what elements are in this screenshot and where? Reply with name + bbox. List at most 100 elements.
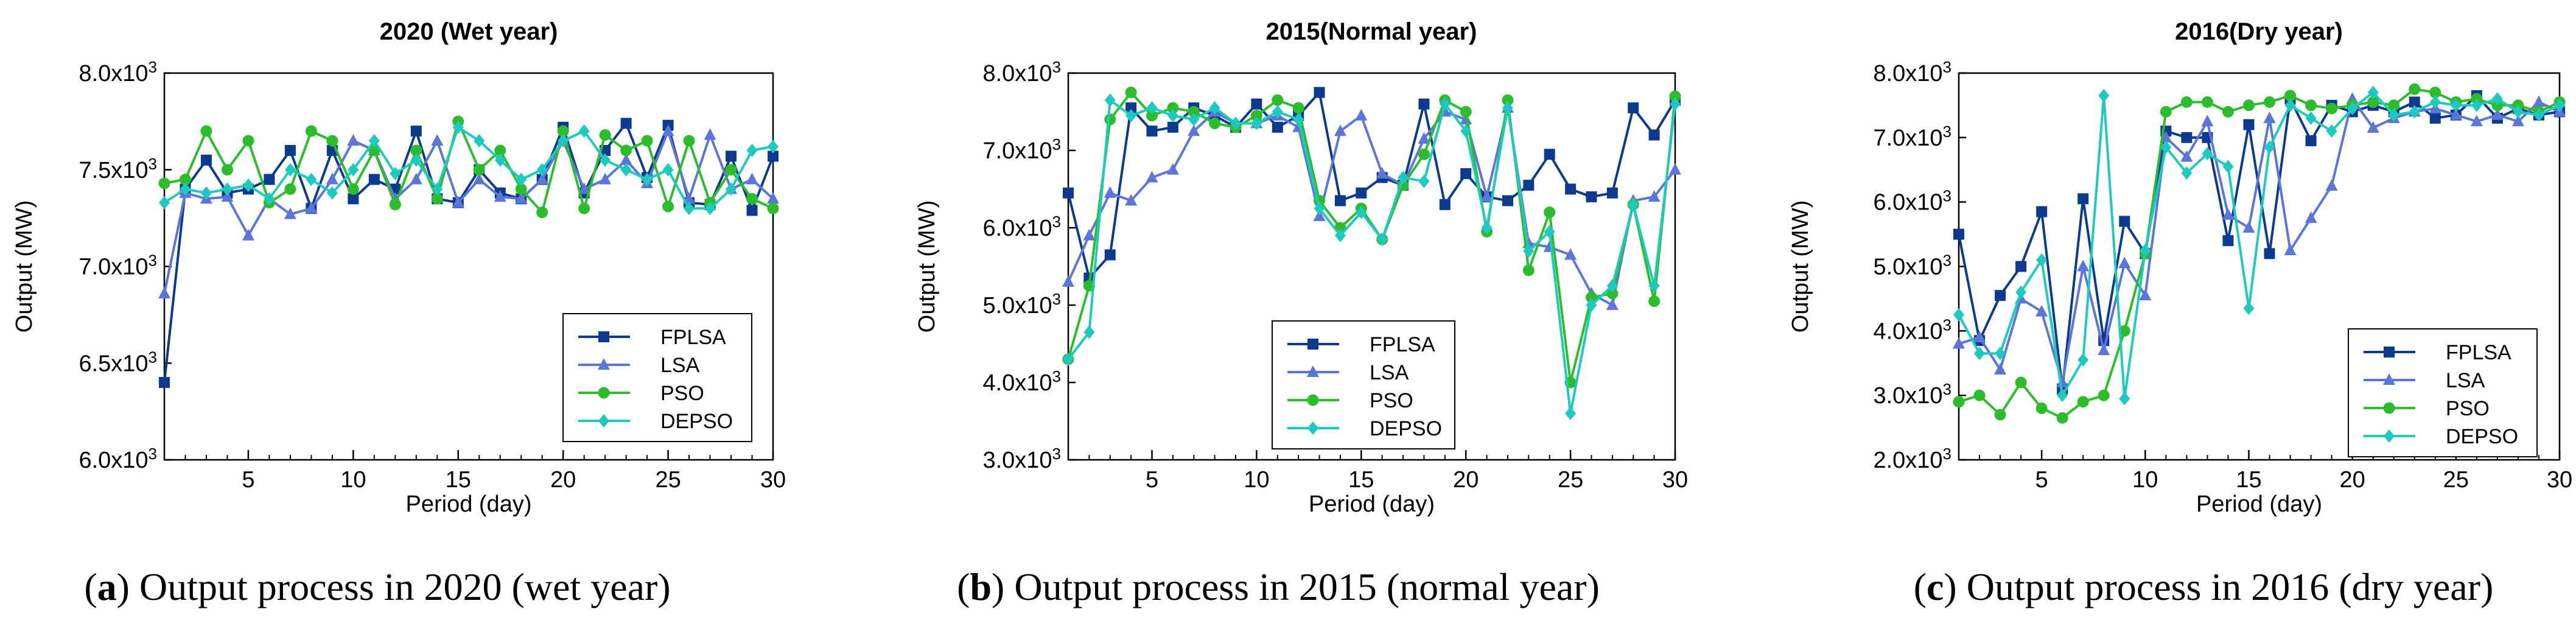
data-point xyxy=(662,124,674,136)
data-point xyxy=(684,202,695,216)
data-point xyxy=(284,183,296,195)
data-point xyxy=(2554,98,2565,112)
data-point xyxy=(2429,113,2441,124)
data-point xyxy=(1544,225,1555,239)
data-point xyxy=(1292,102,1304,114)
data-point xyxy=(1104,93,1116,107)
series-depso xyxy=(159,120,779,216)
data-point xyxy=(158,286,170,298)
data-point xyxy=(200,186,212,200)
data-point xyxy=(1480,190,1493,202)
data-point xyxy=(2222,106,2234,118)
x-tick-label: 15 xyxy=(2236,467,2261,493)
y-tick-label: 7.0x103 xyxy=(982,135,1061,164)
x-axis-label: Period (day) xyxy=(406,491,532,517)
data-point xyxy=(1250,110,1262,122)
data-point xyxy=(578,124,590,138)
caption-c: (c) Output process in 2016 (dry year) xyxy=(1914,565,2494,608)
data-point xyxy=(1502,195,1513,206)
data-point xyxy=(2057,389,2068,403)
legend-marker xyxy=(1307,421,1318,435)
data-point xyxy=(2264,140,2275,154)
data-point xyxy=(1460,124,1472,138)
data-point xyxy=(2119,392,2130,406)
y-axis-label: Output (MW) xyxy=(1788,200,1813,333)
data-point xyxy=(1565,406,1577,420)
data-point xyxy=(390,167,401,181)
data-point xyxy=(1648,295,1661,308)
series-line xyxy=(1067,91,1676,280)
data-point xyxy=(305,202,318,214)
data-point xyxy=(179,174,191,186)
data-point xyxy=(1355,108,1368,121)
data-point xyxy=(2222,160,2234,174)
data-point xyxy=(1995,347,2006,361)
data-point xyxy=(2305,211,2317,224)
x-tick-label: 10 xyxy=(340,467,366,493)
data-point xyxy=(2180,96,2193,108)
y-tick-label: 3.0x103 xyxy=(1873,380,1951,409)
data-point xyxy=(2326,124,2337,138)
data-point xyxy=(1251,98,1262,110)
data-point xyxy=(642,172,653,186)
y-axis-label: Output (MW) xyxy=(914,200,940,333)
data-point xyxy=(2201,96,2213,108)
data-point xyxy=(1953,337,1965,349)
data-point xyxy=(746,192,758,205)
legend-marker xyxy=(598,414,609,428)
data-point xyxy=(1209,118,1221,130)
y-tick-label: 5.0x103 xyxy=(982,290,1061,319)
data-point xyxy=(2201,114,2214,127)
data-point xyxy=(1439,97,1451,111)
data-point xyxy=(1063,352,1074,366)
data-point xyxy=(768,150,779,162)
x-tick-label: 25 xyxy=(1558,467,1583,493)
data-point xyxy=(620,163,632,177)
x-axis-label: Period (day) xyxy=(2196,491,2322,517)
data-point xyxy=(536,206,548,219)
data-point xyxy=(2015,285,2027,299)
data-point xyxy=(494,144,506,157)
x-axis-label: Period (day) xyxy=(1309,491,1435,517)
legend-label: PSO xyxy=(2446,397,2490,420)
data-point xyxy=(1398,171,1409,185)
data-point xyxy=(410,125,422,137)
data-point xyxy=(432,182,443,196)
y-tick-label: 5.0x103 xyxy=(1873,252,1951,280)
data-point xyxy=(1083,228,1096,241)
data-point xyxy=(2140,244,2151,258)
data-point xyxy=(200,154,212,166)
data-point xyxy=(1125,86,1137,99)
data-point xyxy=(599,172,612,185)
data-point xyxy=(1356,205,1367,219)
data-point xyxy=(2160,140,2172,154)
data-point xyxy=(2077,396,2089,408)
y-tick-label: 8.0x103 xyxy=(79,58,157,86)
chart-title: 2015(Normal year) xyxy=(1266,18,1477,45)
data-point xyxy=(726,150,737,162)
data-point xyxy=(1314,202,1325,216)
data-point xyxy=(2077,259,2090,272)
data-point xyxy=(2388,99,2400,111)
x-tick-label: 30 xyxy=(1662,467,1688,493)
data-point xyxy=(2264,96,2276,108)
x-tick-label: 20 xyxy=(2340,467,2365,493)
data-point xyxy=(1523,244,1535,258)
data-point xyxy=(180,182,191,196)
data-point xyxy=(1628,102,1639,114)
data-point xyxy=(1523,180,1535,191)
legend-label: FPLSA xyxy=(1370,333,1435,356)
data-point xyxy=(452,195,464,208)
data-point xyxy=(620,153,632,165)
data-point xyxy=(284,207,296,219)
data-point xyxy=(2449,108,2462,120)
data-point xyxy=(515,183,527,195)
data-point xyxy=(1272,121,1283,133)
data-point xyxy=(242,228,254,241)
x-tick-label: 30 xyxy=(760,467,786,493)
data-point xyxy=(326,186,338,200)
data-point xyxy=(1628,197,1639,211)
data-point xyxy=(1973,389,1986,401)
data-point xyxy=(1973,330,1986,342)
data-point xyxy=(2388,108,2399,122)
